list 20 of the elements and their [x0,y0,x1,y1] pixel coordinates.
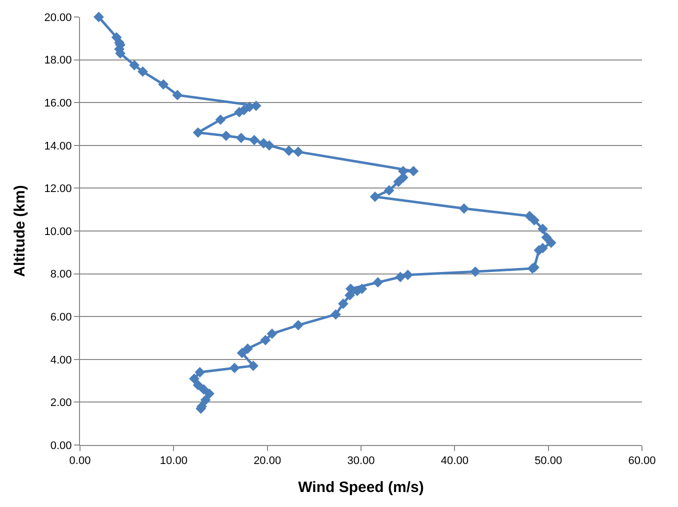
y-tick-label: 18.00 [44,54,72,67]
x-tick-label: 40.00 [440,455,468,468]
y-tick-label: 12.00 [44,183,72,196]
x-tick-label: 20.00 [254,455,282,468]
y-tick-label: 6.00 [50,311,72,324]
y-tick-label: 14.00 [44,140,72,152]
y-axis-title: Altitude (km) [12,185,29,277]
y-tick-label: 0.00 [50,440,72,452]
x-tick-label: 60.00 [628,455,656,468]
y-tick-label: 8.00 [50,268,72,281]
x-tick-label: 10.00 [160,455,188,468]
x-tick-label: 50.00 [534,455,562,468]
y-tick-label: 4.00 [50,354,72,366]
y-tick-label: 2.00 [50,397,72,410]
y-tick-label: 16.00 [44,97,72,110]
y-tick-label: 20.00 [44,12,72,24]
y-tick-label: 10.00 [44,226,72,238]
x-axis-title: Wind Speed (m/s) [298,479,424,496]
x-tick-label: 0.00 [69,455,91,468]
x-tick-label: 30.00 [347,455,375,468]
